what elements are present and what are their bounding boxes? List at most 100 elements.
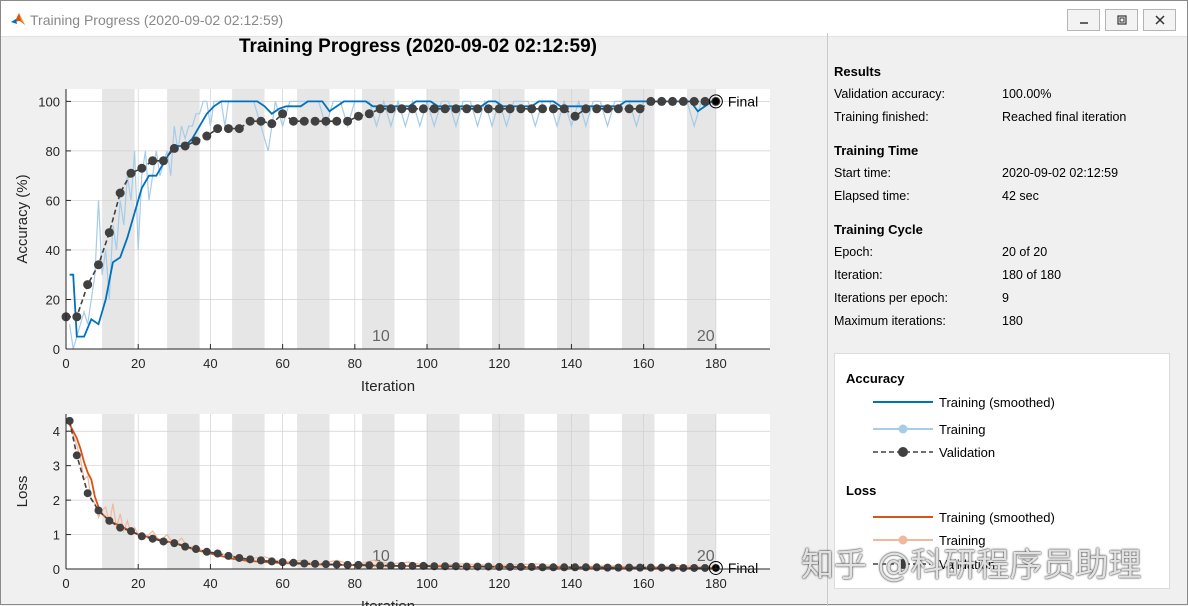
validation-point	[213, 124, 223, 134]
results-heading: Results	[834, 64, 881, 79]
y-tick-label: 0	[53, 342, 60, 357]
training-time-heading: Training Time	[834, 143, 919, 158]
validation-point	[494, 104, 504, 114]
legend-loss-heading: Loss	[846, 483, 877, 498]
validation-point	[516, 562, 525, 571]
final-label: Final	[728, 560, 758, 576]
validation-point	[527, 104, 537, 114]
validation-point	[343, 116, 353, 126]
legend-acc-training-swatch	[873, 424, 933, 434]
minimize-icon	[1079, 22, 1088, 24]
y-tick-label: 20	[46, 292, 60, 307]
legend-item: Training (smoothed)	[939, 395, 1055, 410]
validation-point	[678, 96, 688, 106]
y-axis-label: Accuracy (%)	[14, 174, 31, 263]
epoch-band	[621, 414, 655, 569]
validation-point	[202, 547, 211, 556]
title-bar: Training Progress (2020-09-02 02:12:59)	[1, 1, 1187, 37]
validation-point	[223, 124, 233, 134]
info-value: 2020-09-02 02:12:59	[1002, 166, 1119, 180]
legend-item: Training	[939, 422, 986, 437]
maximize-button[interactable]	[1105, 9, 1138, 31]
validation-point	[419, 561, 428, 570]
final-marker-dot	[712, 97, 720, 105]
validation-point	[592, 104, 602, 114]
validation-point	[354, 560, 363, 569]
validation-point	[170, 539, 179, 548]
validation-point	[105, 516, 114, 525]
info-value: Reached final iteration	[1002, 110, 1127, 124]
info-label: Iteration:	[834, 268, 883, 282]
validation-point	[386, 104, 396, 114]
info-label: Iterations per epoch:	[834, 291, 948, 305]
validation-point	[181, 542, 190, 551]
validation-point	[65, 416, 74, 425]
validation-point	[592, 563, 601, 572]
validation-point	[613, 104, 623, 114]
x-tick-label: 120	[488, 576, 510, 591]
minimize-button[interactable]	[1067, 9, 1100, 31]
validation-point	[516, 104, 526, 114]
close-icon	[1154, 15, 1165, 25]
x-tick-label: 80	[348, 356, 362, 371]
validation-point	[288, 116, 298, 126]
validation-point	[624, 104, 634, 114]
validation-point	[549, 563, 558, 572]
x-tick-label: 0	[62, 576, 69, 591]
validation-point	[430, 562, 439, 571]
info-label: Start time:	[834, 166, 891, 180]
validation-point	[386, 561, 395, 570]
validation-point	[278, 558, 287, 567]
validation-point	[213, 549, 222, 558]
validation-point	[451, 562, 460, 571]
validation-point	[267, 557, 276, 566]
x-tick-label: 20	[131, 576, 145, 591]
validation-point	[256, 556, 265, 565]
panel-divider	[827, 33, 828, 606]
validation-point	[571, 563, 580, 572]
x-tick-label: 20	[131, 356, 145, 371]
epoch-band	[297, 89, 330, 349]
info-value: 9	[1002, 291, 1009, 305]
validation-point	[365, 561, 374, 570]
validation-point	[72, 451, 81, 460]
loss-plot: 1020Final02040608010012014016018001234It…	[14, 414, 770, 606]
validation-point	[137, 532, 146, 541]
epoch-band	[167, 89, 200, 349]
validation-point	[581, 104, 591, 114]
validation-point	[483, 104, 493, 114]
epoch-label: 20	[697, 548, 715, 565]
validation-point	[191, 545, 200, 554]
validation-point	[246, 555, 255, 564]
validation-point	[701, 563, 710, 572]
info-value: 180	[1002, 314, 1023, 328]
epoch-band	[492, 414, 525, 569]
validation-point	[418, 104, 428, 114]
validation-point	[235, 553, 244, 562]
validation-point	[473, 104, 483, 114]
info-value: 42 sec	[1002, 189, 1039, 203]
epoch-band	[556, 89, 590, 349]
epoch-band	[492, 89, 525, 349]
validation-point	[397, 104, 407, 114]
page-title: Training Progress (2020-09-02 02:12:59)	[238, 36, 597, 57]
x-tick-label: 160	[633, 576, 655, 591]
validation-point	[506, 562, 515, 571]
final-marker	[708, 560, 723, 575]
validation-point	[83, 489, 92, 498]
validation-point	[408, 561, 417, 570]
validation-point	[614, 563, 623, 572]
x-tick-label: 120	[488, 356, 510, 371]
validation-point	[191, 136, 201, 146]
validation-point	[538, 563, 547, 572]
close-button[interactable]	[1143, 9, 1176, 31]
validation-point	[148, 156, 158, 166]
validation-point	[690, 563, 699, 572]
validation-point	[657, 96, 667, 106]
epoch-label: 10	[372, 328, 390, 345]
y-tick-label: 1	[53, 528, 60, 543]
epoch-band	[362, 414, 395, 569]
validation-point	[646, 563, 655, 572]
validation-point	[559, 104, 569, 114]
